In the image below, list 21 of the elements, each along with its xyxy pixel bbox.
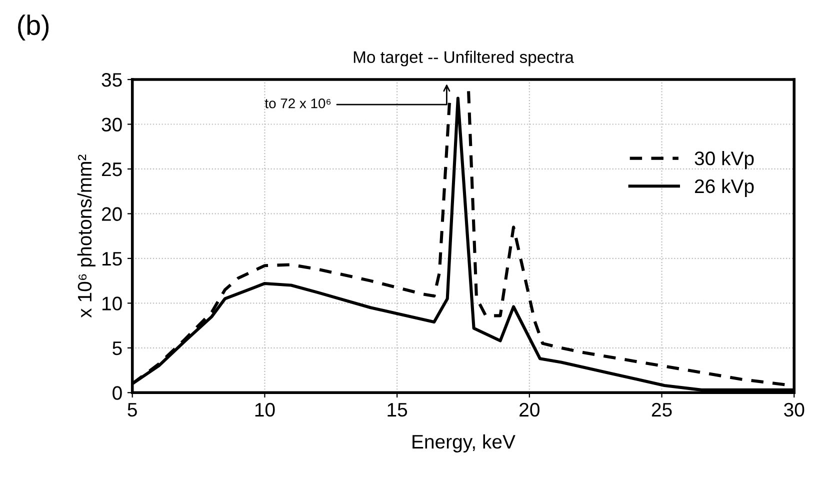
y-axis-title: x 10⁶ photons/mm² (77, 154, 96, 318)
y-tick-label: 20 (102, 207, 122, 221)
y-tick-label: 25 (102, 162, 122, 176)
y-tick-label: 5 (112, 342, 122, 356)
y-tick-label: 35 (102, 72, 122, 87)
y-tick-label: 30 (102, 118, 122, 132)
chart-title: Mo target -- Unfiltered spectra (354, 50, 574, 66)
legend-label: 30 kVp (694, 151, 754, 170)
x-tick-label: 5 (128, 403, 137, 417)
y-tick-label: 0 (112, 386, 122, 400)
y-tick-label: 10 (102, 296, 122, 310)
x-tick-label: 30 (784, 402, 804, 417)
x-tick-label: 25 (652, 402, 672, 417)
x-tick-label: 10 (255, 402, 275, 417)
legend-label: 26 kVp (694, 178, 754, 197)
annotation: to 72 x 10⁶ (264, 98, 331, 108)
x-tick-label: 15 (388, 403, 408, 417)
text: (b) (18, 14, 49, 41)
x-axis-title: Energy, keV (412, 434, 516, 452)
y-tick-label: 15 (102, 252, 122, 266)
x-tick-label: 20 (520, 402, 540, 417)
